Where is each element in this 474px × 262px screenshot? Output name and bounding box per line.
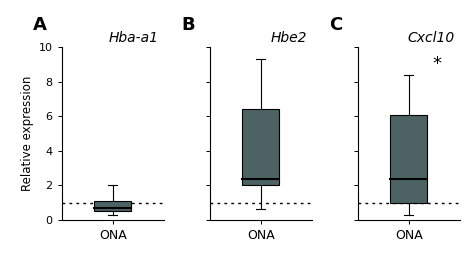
Y-axis label: Relative expression: Relative expression [21,76,35,191]
Bar [94,201,131,211]
Bar [390,116,428,203]
Text: Cxcl10: Cxcl10 [408,31,455,45]
Text: A: A [33,16,47,34]
Text: Hba-a1: Hba-a1 [109,31,159,45]
Text: *: * [432,55,441,73]
Text: B: B [181,16,195,34]
Bar [242,110,279,185]
Text: Hbe2: Hbe2 [270,31,307,45]
Text: C: C [329,16,342,34]
